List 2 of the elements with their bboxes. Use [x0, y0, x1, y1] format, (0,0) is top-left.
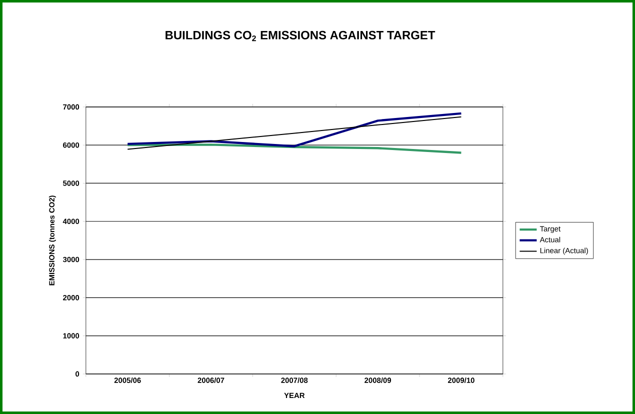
chart-title: BUILDINGS CO$_{2}$ EMISSIONS AGAINST TARGET — [166, 30, 436, 42]
line-series — [126, 144, 462, 154]
